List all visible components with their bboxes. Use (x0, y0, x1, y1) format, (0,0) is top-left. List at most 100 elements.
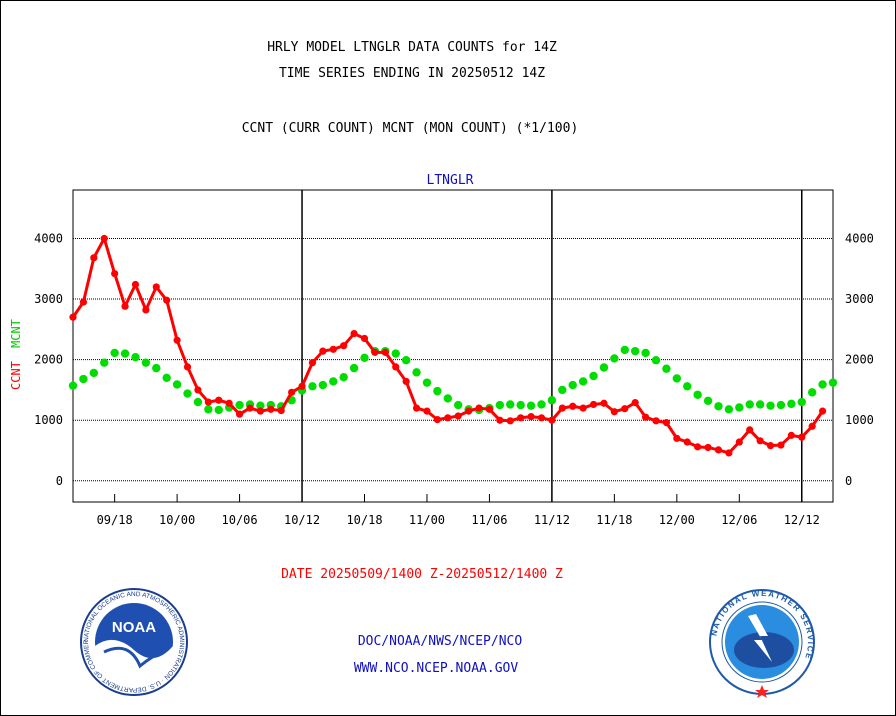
y-tick-label-left: 1000 (34, 413, 63, 427)
data-point-ccnt (381, 348, 389, 356)
data-point-ccnt (319, 347, 327, 355)
data-point-mcnt (162, 373, 171, 383)
data-point-mcnt (360, 353, 369, 363)
data-point-ccnt (215, 396, 223, 404)
data-point-mcnt (568, 380, 577, 390)
data-point-ccnt (798, 433, 806, 441)
data-point-mcnt (683, 382, 692, 391)
y-tick-label-left: 3000 (34, 292, 63, 306)
data-point-ccnt (766, 442, 775, 450)
data-point-mcnt (578, 377, 588, 386)
data-point-ccnt (485, 405, 494, 413)
data-point-mcnt (141, 358, 151, 367)
data-point-mcnt (630, 346, 640, 356)
y-tick-label-right: 0 (845, 474, 852, 488)
data-point-ccnt (506, 417, 514, 425)
url-link[interactable]: WWW.NCO.NCEP.NOAA.GOV (354, 661, 519, 676)
nws-logo: NATIONAL WEATHER SERVICE (709, 589, 815, 698)
data-point-mcnt (172, 380, 182, 389)
data-point-mcnt (120, 349, 130, 358)
data-point-mcnt (745, 400, 754, 409)
date-range: DATE 20250509/1400 Z-20250512/1400 Z (281, 567, 563, 582)
data-point-mcnt (183, 389, 192, 398)
y-label-ccnt: CCNT (9, 361, 23, 390)
org-line[interactable]: DOC/NOAA/NWS/NCEP/NCO (358, 634, 523, 649)
data-point-mcnt (776, 400, 786, 410)
x-tick-label: 12/06 (721, 513, 757, 527)
data-point-mcnt (318, 380, 328, 390)
data-point-mcnt (193, 397, 203, 407)
data-point-mcnt (214, 405, 223, 415)
data-point-mcnt (589, 371, 598, 381)
noaa-logo-text: NOAA (112, 619, 156, 636)
data-point-mcnt (401, 356, 411, 365)
y-label-mcnt: MCNT (9, 319, 23, 348)
data-point-mcnt (506, 400, 515, 409)
data-point-mcnt (235, 400, 244, 410)
x-tick-label: 12/12 (784, 513, 820, 527)
x-tick-label: 10/00 (159, 513, 195, 527)
data-point-ccnt (360, 334, 369, 343)
y-tick-label-left: 0 (56, 474, 63, 488)
data-point-ccnt (350, 329, 358, 338)
data-point-ccnt (465, 407, 473, 415)
data-point-ccnt (475, 404, 483, 412)
data-point-mcnt (828, 378, 838, 387)
data-point-ccnt (204, 398, 212, 406)
data-point-ccnt (298, 382, 306, 390)
data-point-ccnt (412, 404, 421, 412)
y-tick-label-right: 4000 (845, 231, 874, 245)
data-point-ccnt (100, 234, 108, 243)
data-point-ccnt (694, 443, 702, 451)
data-point-ccnt (111, 270, 119, 278)
data-point-ccnt (163, 296, 171, 304)
data-point-ccnt (79, 298, 88, 306)
data-point-mcnt (204, 405, 213, 414)
data-point-mcnt (131, 353, 140, 362)
chart-title-line1: HRLY MODEL LTNGLR DATA COUNTS for 14Z (267, 40, 557, 55)
data-point-ccnt (621, 405, 629, 413)
x-tick-label: 11/00 (409, 513, 445, 527)
data-point-mcnt (329, 377, 338, 386)
data-point-mcnt (724, 405, 734, 414)
data-point-ccnt (121, 302, 129, 310)
y-tick-label-right: 2000 (845, 353, 874, 367)
data-point-mcnt (620, 345, 629, 355)
x-tick-label: 12/00 (659, 513, 695, 527)
data-point-mcnt (797, 397, 806, 407)
data-point-ccnt (631, 399, 639, 407)
data-point-mcnt (703, 396, 713, 406)
data-point-ccnt (642, 413, 650, 421)
data-point-mcnt (100, 358, 109, 367)
data-point-mcnt (818, 380, 827, 389)
data-point-mcnt (537, 400, 546, 409)
data-point-ccnt (194, 386, 202, 394)
x-tick-label: 09/18 (97, 513, 133, 527)
data-point-ccnt (652, 417, 660, 425)
data-point-ccnt (714, 446, 723, 454)
data-point-ccnt (433, 416, 441, 424)
data-point-mcnt (110, 348, 119, 358)
data-point-mcnt (610, 354, 619, 363)
data-point-mcnt (454, 400, 463, 410)
data-point-ccnt (277, 406, 285, 415)
plot-border (72, 189, 834, 503)
x-tick-label: 10/06 (222, 513, 258, 527)
data-point-mcnt (391, 349, 400, 358)
data-point-mcnt (339, 373, 348, 382)
data-point-mcnt (641, 348, 650, 358)
data-point-ccnt (818, 407, 827, 415)
data-point-ccnt (173, 336, 181, 344)
data-point-ccnt (152, 283, 160, 291)
data-point-mcnt (152, 363, 161, 373)
data-point-ccnt (183, 363, 192, 371)
data-point-mcnt (308, 382, 317, 391)
data-point-ccnt (777, 441, 785, 449)
data-point-ccnt (423, 407, 431, 415)
data-point-ccnt (371, 348, 379, 356)
data-point-ccnt (746, 426, 754, 434)
data-point-ccnt (548, 416, 556, 424)
data-point-ccnt (142, 306, 150, 314)
data-point-ccnt (225, 399, 233, 407)
y-tick-label-left: 4000 (34, 231, 63, 245)
